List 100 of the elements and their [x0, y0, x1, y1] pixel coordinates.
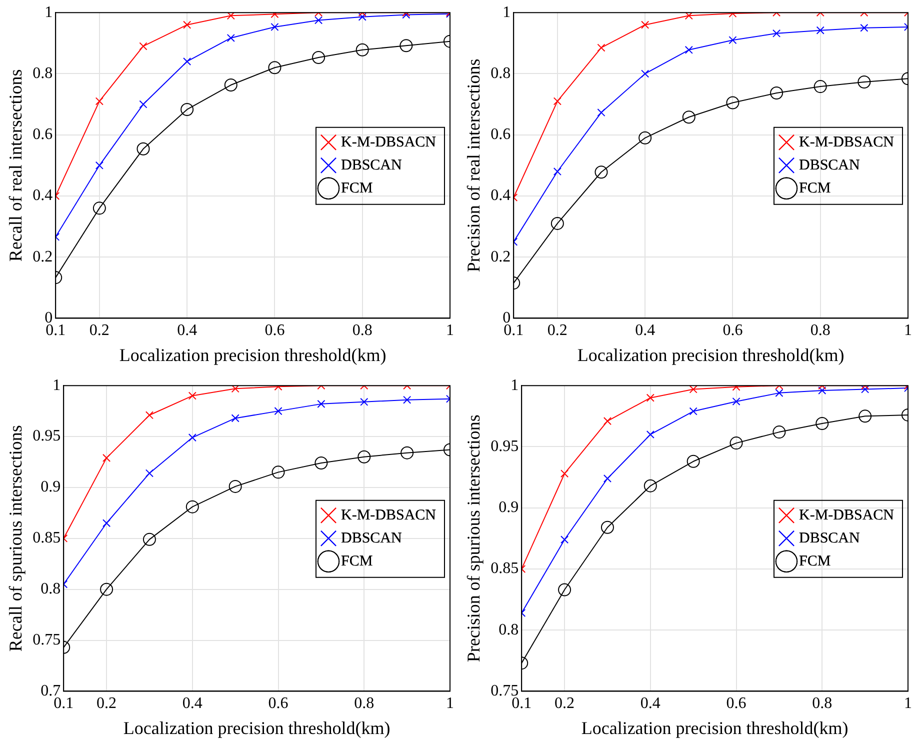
point — [139, 100, 148, 108]
point — [274, 407, 282, 416]
legend-label: FCM — [798, 553, 831, 570]
y-tick-label: 0.75 — [32, 631, 61, 648]
point — [145, 469, 154, 478]
y-tick-label: 0.2 — [32, 248, 53, 266]
point — [818, 386, 826, 395]
point — [641, 20, 650, 29]
point — [728, 36, 737, 44]
x-tick-label: 1 — [446, 322, 454, 340]
point — [400, 39, 413, 52]
y-tick-label: 0.95 — [490, 438, 519, 455]
x-tick-label: 1 — [904, 695, 912, 712]
point — [814, 80, 827, 94]
x-axis-title: Localization precision threshold(km) — [577, 344, 844, 365]
point — [770, 86, 784, 100]
y-tick-label: 0.8 — [32, 64, 53, 82]
point — [358, 450, 371, 464]
x-tick-label: 0.8 — [810, 322, 830, 340]
x-tick-label: 0.8 — [812, 695, 832, 712]
y-tick-label: 0.8 — [490, 64, 511, 82]
point — [102, 454, 111, 462]
x-tick-label: 0.6 — [722, 322, 743, 340]
point — [270, 12, 279, 18]
y-axis-title: Precision of real intersections — [464, 58, 484, 272]
point — [183, 20, 192, 29]
point — [102, 519, 111, 528]
point — [603, 417, 612, 426]
point — [686, 454, 700, 468]
legend-label: K-M-DBSACN — [340, 134, 436, 150]
point — [600, 520, 614, 534]
y-tick-label: 0.85 — [32, 530, 61, 547]
point — [400, 446, 414, 460]
y-tick-label: 1 — [52, 376, 61, 394]
legend-label: K-M-DBSACN — [798, 507, 894, 524]
x-tick-label: 0.2 — [89, 322, 110, 340]
point — [136, 142, 150, 156]
legend-label: K-M-DBSACN — [798, 134, 894, 150]
point — [772, 29, 781, 38]
point — [597, 108, 606, 117]
x-tick-label: 0.4 — [182, 695, 202, 712]
x-tick-label: 0.1 — [512, 695, 532, 712]
point — [772, 426, 786, 439]
y-tick-label: 0.2 — [490, 248, 511, 266]
point — [92, 202, 106, 215]
point — [142, 532, 156, 546]
x-tick-label: 0.6 — [264, 322, 285, 340]
point — [775, 388, 784, 397]
point — [226, 34, 235, 42]
legend-label: FCM — [340, 180, 373, 196]
y-tick-label: 0.85 — [490, 560, 519, 578]
y-tick-label: 0.9 — [40, 478, 61, 496]
x-tick-label: 0.4 — [640, 695, 660, 712]
point — [646, 430, 654, 439]
point — [682, 110, 696, 124]
x-tick-label: 0.1 — [504, 322, 524, 340]
point — [560, 536, 569, 544]
y-tick-label: 0.4 — [490, 187, 511, 204]
point — [858, 410, 872, 423]
x-tick-label: 0.6 — [268, 695, 288, 712]
point — [861, 386, 870, 394]
point — [730, 436, 743, 450]
point — [644, 479, 657, 492]
point — [732, 397, 740, 406]
y-tick-label: 1 — [44, 4, 53, 21]
point — [270, 22, 279, 31]
point — [553, 97, 562, 106]
point — [139, 42, 148, 50]
point — [100, 582, 114, 596]
point — [603, 474, 612, 483]
x-tick-label: 0.4 — [177, 322, 198, 340]
point — [224, 78, 238, 92]
point — [597, 44, 606, 52]
point — [553, 167, 562, 176]
point — [356, 43, 369, 56]
legend-label: DBSCAN — [798, 157, 860, 174]
point — [641, 70, 650, 78]
point — [312, 51, 326, 64]
x-tick-label: 0.2 — [96, 695, 117, 712]
y-tick-label: 1 — [502, 4, 511, 21]
x-tick-label: 0.1 — [54, 695, 74, 712]
point — [231, 386, 240, 393]
y-tick-label: 0.6 — [490, 126, 511, 144]
y-axis-title: Recall of real intersections — [6, 69, 26, 262]
point — [550, 216, 564, 230]
x-axis-title: Localization precision threshold(km) — [119, 344, 386, 365]
point — [145, 411, 154, 420]
point — [816, 26, 824, 34]
point — [186, 500, 199, 514]
point — [684, 46, 693, 54]
legend-label: DBSCAN — [340, 157, 402, 174]
x-tick-label: 0.8 — [352, 322, 372, 340]
point — [638, 131, 652, 144]
point — [228, 480, 242, 493]
point — [558, 583, 572, 596]
point — [594, 166, 608, 179]
point — [560, 470, 569, 478]
x-tick-label: 0.8 — [354, 695, 374, 712]
x-axis-title: Localization precision threshold(km) — [581, 718, 848, 738]
legend-label: FCM — [798, 180, 831, 196]
